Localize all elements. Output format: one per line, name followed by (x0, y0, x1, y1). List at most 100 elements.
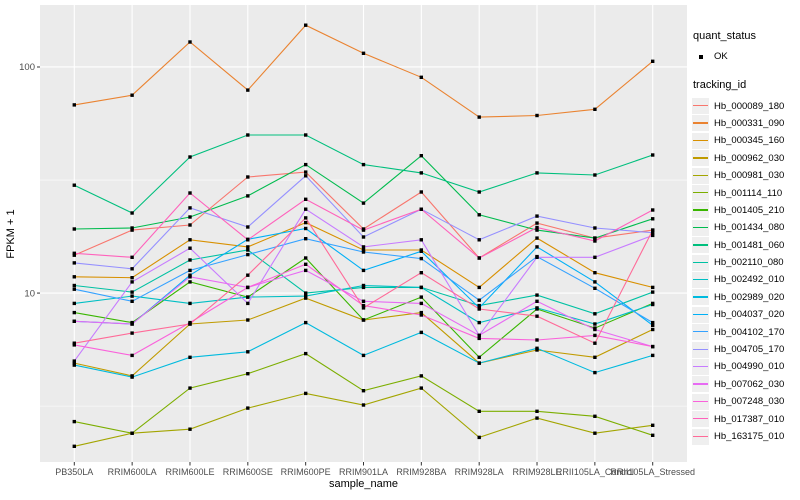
data-point (361, 299, 366, 303)
legend-item: Hb_002989_020 (692, 289, 800, 306)
data-point (304, 174, 308, 178)
data-point (535, 416, 539, 420)
legend-key-box (692, 202, 709, 219)
legend-key-box (692, 271, 709, 288)
data-point (72, 103, 76, 107)
data-point (188, 215, 192, 219)
legend-item-label: Hb_000331_090 (714, 117, 785, 129)
data-point (361, 318, 366, 322)
legend-key-line-icon (693, 174, 708, 176)
legend-key-box (692, 219, 709, 236)
data-point (419, 75, 423, 79)
data-point (188, 258, 192, 262)
data-point (304, 320, 308, 325)
data-point (477, 307, 481, 311)
legend: quant_status OK tracking_id Hb_000089_18… (692, 30, 800, 445)
data-point (593, 333, 597, 338)
legend-item-label: Hb_017387_010 (714, 413, 785, 425)
legend-key-line-icon (693, 331, 708, 333)
legend-key-line-icon (693, 226, 708, 229)
data-point (477, 115, 481, 119)
data-point (304, 268, 308, 273)
data-point (304, 256, 308, 260)
legend-item: Hb_001481_060 (692, 237, 800, 254)
legend-key-line-icon (693, 400, 708, 403)
data-point (477, 256, 481, 260)
data-point (477, 355, 481, 359)
legend-item-label: Hb_000345_160 (714, 135, 785, 147)
data-point (651, 433, 655, 437)
legend-item: Hb_000345_160 (692, 132, 800, 149)
legend-item: Hb_004037_020 (692, 306, 800, 323)
legend-item-label: Hb_000089_180 (714, 100, 785, 112)
data-point (419, 190, 423, 194)
data-point (593, 239, 597, 243)
data-point (188, 275, 192, 279)
data-point (130, 211, 134, 215)
data-point (130, 322, 134, 326)
data-point (477, 336, 481, 341)
data-point (130, 93, 134, 97)
data-point (651, 353, 655, 358)
data-point (535, 171, 539, 175)
data-point (593, 370, 597, 375)
x-tick-label: RRIM928LE (513, 467, 562, 477)
data-point (130, 375, 134, 379)
legend-key-box (692, 376, 709, 393)
data-point (304, 226, 308, 231)
legend-item: Hb_002492_010 (692, 271, 800, 288)
data-point (72, 283, 76, 288)
data-point (72, 343, 76, 347)
data-point (593, 286, 597, 290)
data-point (188, 155, 192, 159)
data-point (246, 295, 250, 299)
y-axis-title: FPKM + 1 (5, 209, 17, 259)
data-point (72, 310, 76, 315)
y-tick-label: 100 (19, 62, 35, 73)
data-point (593, 236, 597, 240)
data-point (651, 285, 655, 290)
x-tick-label: RRIM901LA (339, 467, 388, 477)
legend-item-label: Hb_000981_030 (714, 170, 785, 182)
data-point (535, 228, 539, 232)
data-point (304, 162, 308, 167)
data-point (246, 245, 250, 249)
data-point (477, 320, 481, 325)
legend-item: Hb_002110_080 (692, 254, 800, 271)
legend-key-box (692, 254, 709, 271)
data-point (246, 252, 250, 257)
legend-key-box (692, 358, 709, 375)
data-point (188, 280, 192, 284)
data-point (651, 327, 655, 332)
data-point (593, 431, 597, 435)
data-point (72, 444, 76, 448)
data-point (304, 296, 308, 300)
data-point (419, 386, 423, 390)
data-point (188, 301, 192, 306)
data-point (72, 419, 76, 424)
legend-key-line-icon (693, 209, 708, 211)
legend-key-box (692, 306, 709, 323)
data-point (535, 299, 539, 303)
data-point (246, 372, 250, 376)
legend-item: Hb_001434_080 (692, 219, 800, 236)
data-point (535, 225, 539, 230)
data-point (477, 303, 481, 308)
data-point (593, 322, 597, 326)
data-point (477, 361, 481, 365)
data-point (246, 194, 250, 198)
data-point (304, 170, 308, 174)
x-tick-label: RRIM600SE (223, 467, 273, 477)
legend-item-list: Hb_000089_180 Hb_000331_090 Hb_000345_160 H… (692, 97, 800, 445)
data-point (419, 313, 423, 317)
data-point (361, 403, 366, 407)
legend-item-label: Hb_007248_030 (714, 396, 785, 408)
data-point (477, 213, 481, 217)
data-point (72, 301, 76, 306)
data-point (593, 312, 597, 316)
data-point (593, 280, 597, 284)
data-point (304, 220, 308, 225)
legend-key-box (692, 115, 709, 132)
legend-key-line-icon (693, 435, 708, 437)
